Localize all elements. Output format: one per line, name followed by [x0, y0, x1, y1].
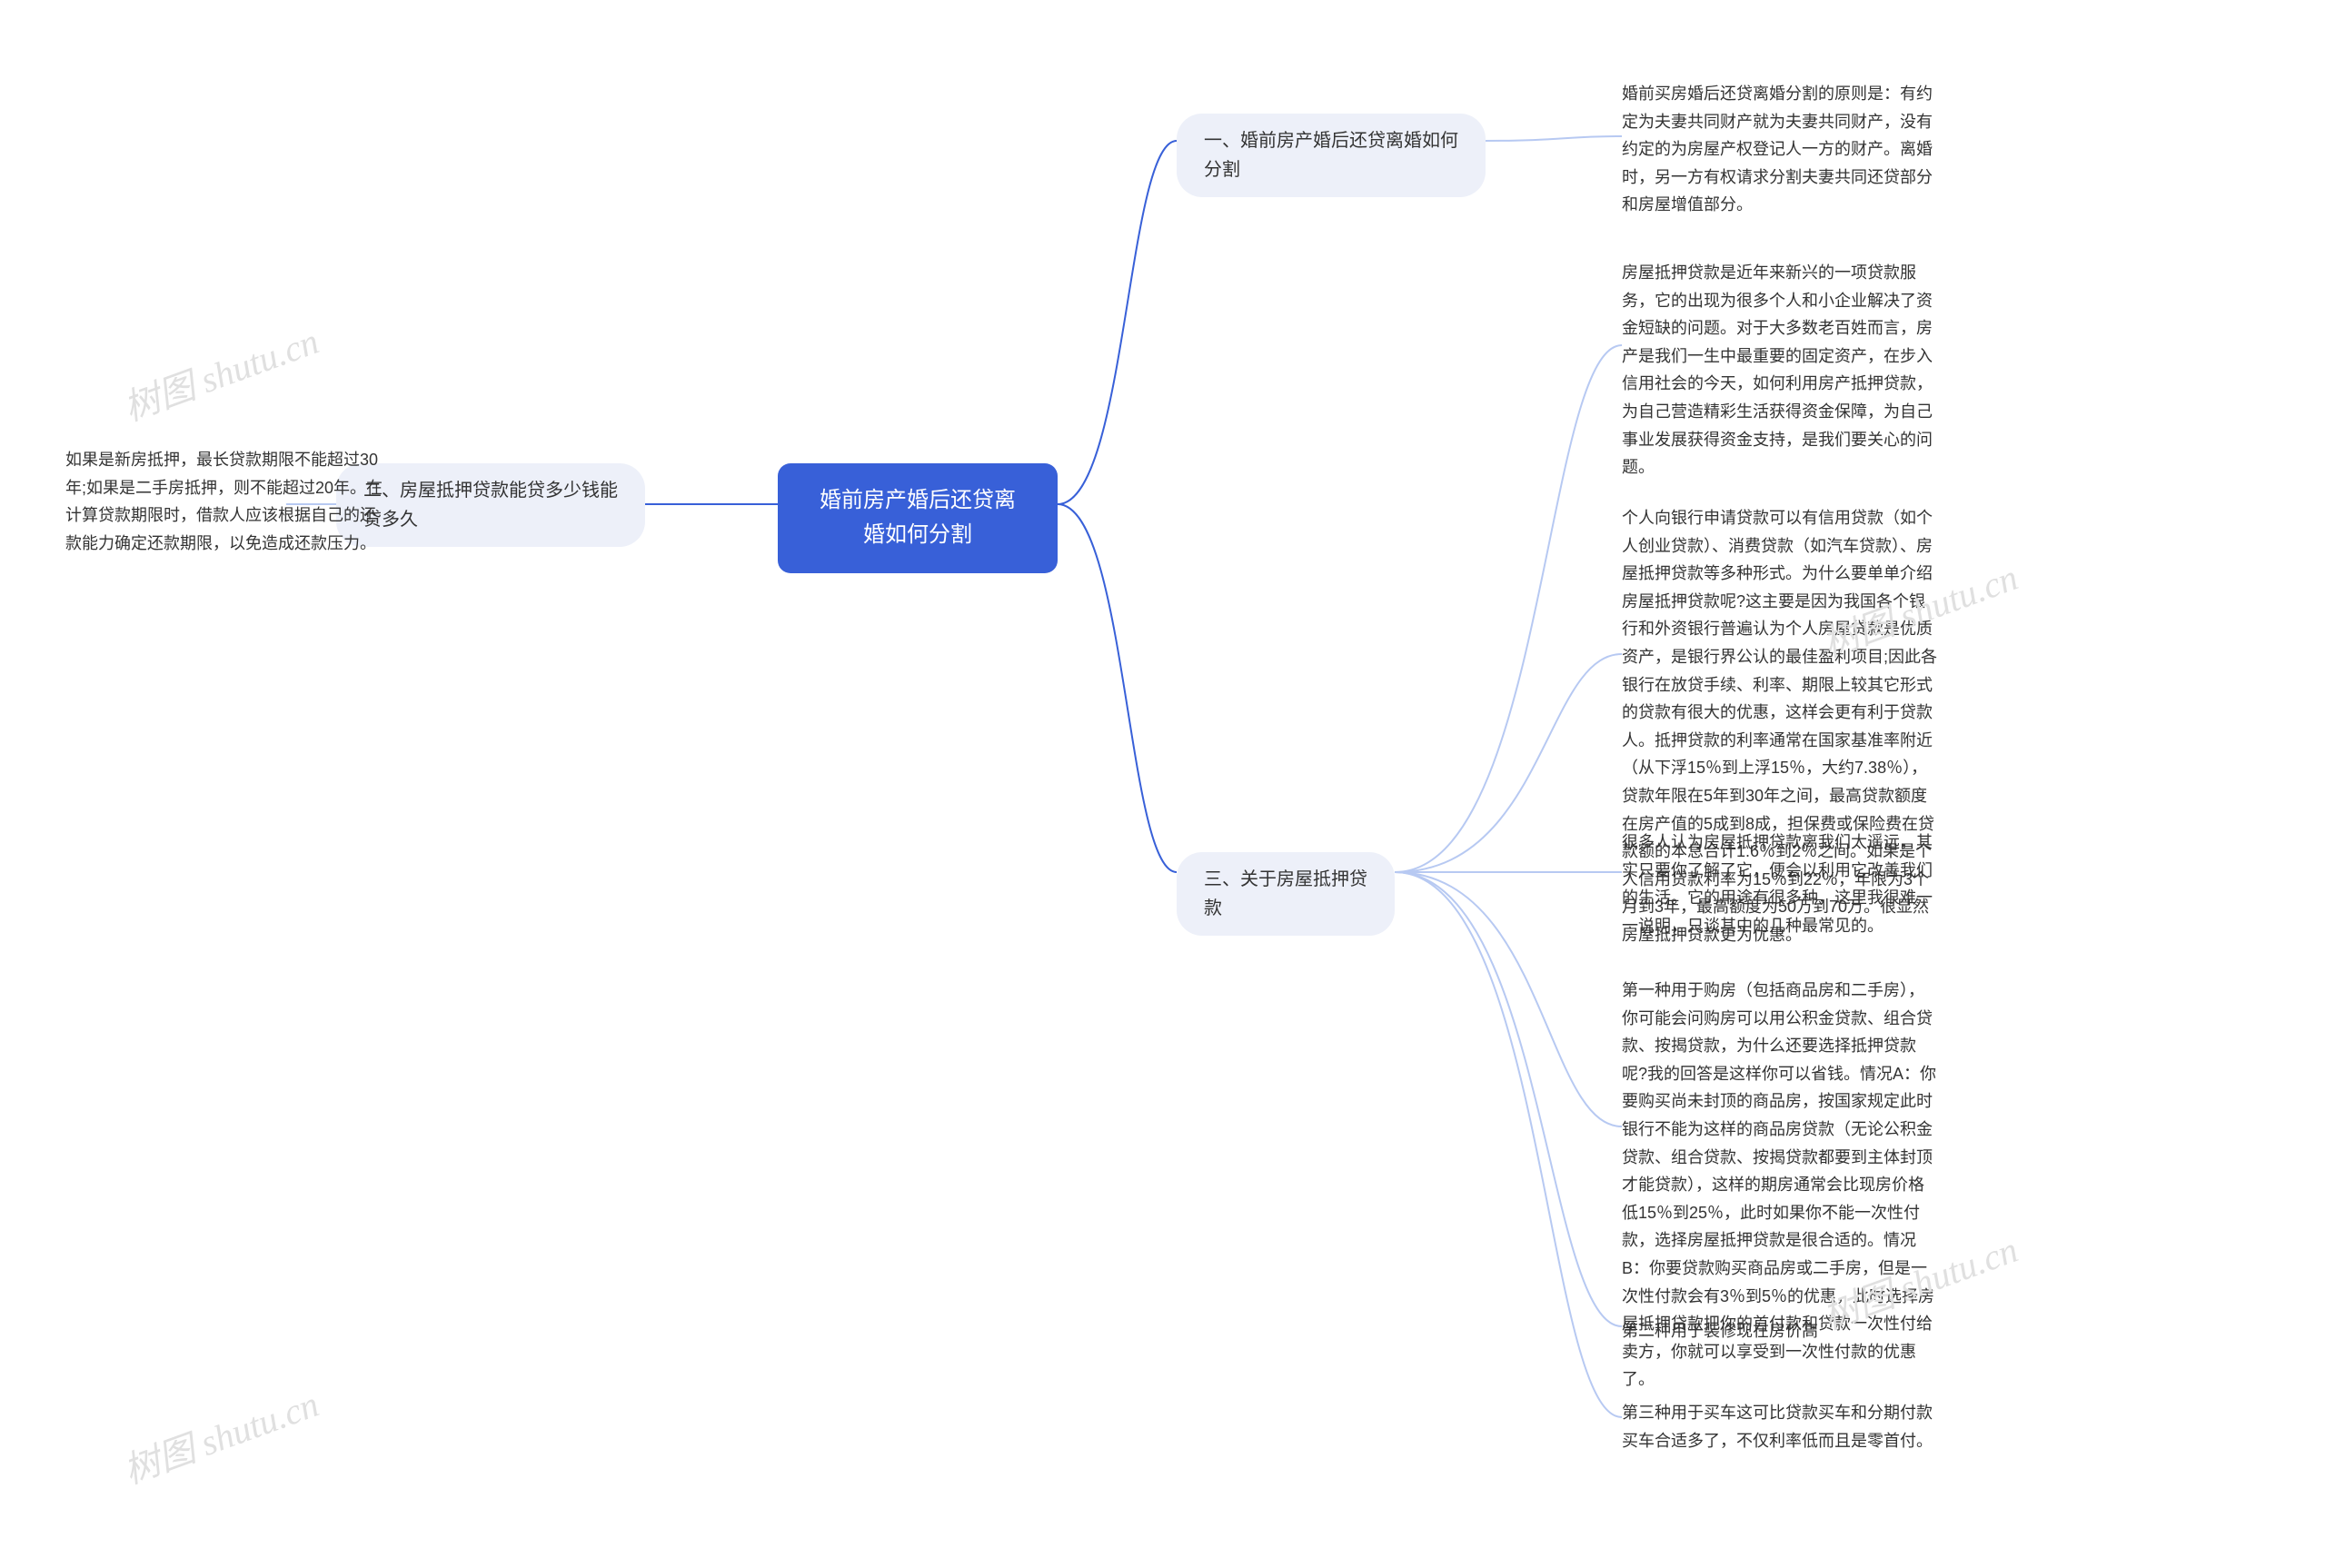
watermark: 树图 shutu.cn: [115, 312, 325, 431]
leaf-node-l3c[interactable]: 很多人认为房屋抵押贷款离我们太遥远，其实只要你了解了它，便会以利用它改善我们的生…: [1622, 829, 1940, 939]
leaf-node-l3e[interactable]: 第二种用于装修现在房价高: [1622, 1317, 1818, 1345]
branch-node-b3[interactable]: 三、关于房屋抵押贷款: [1177, 852, 1395, 936]
leaf-node-l2[interactable]: 如果是新房抵押，最长贷款期限不能超过30年;如果是二手房抵押，则不能超过20年。…: [65, 446, 383, 557]
edge: [1395, 872, 1622, 1126]
edge: [1058, 141, 1177, 504]
edge: [1486, 136, 1622, 141]
branch-node-b1[interactable]: 一、婚前房产婚后还贷离婚如何分割: [1177, 114, 1486, 197]
edge: [1058, 504, 1177, 872]
edge: [1395, 345, 1622, 872]
leaf-node-l1[interactable]: 婚前买房婚后还贷离婚分割的原则是：有约定为夫妻共同财产就为夫妻共同财产，没有约定…: [1622, 80, 1940, 219]
edge: [1395, 654, 1622, 872]
edge: [1395, 872, 1622, 1417]
leaf-node-l3a[interactable]: 房屋抵押贷款是近年来新兴的一项贷款服务，它的出现为很多个人和小企业解决了资金短缺…: [1622, 259, 1940, 481]
leaf-node-l3f[interactable]: 第三种用于买车这可比贷款买车和分期付款买车合适多了，不仅利率低而且是零首付。: [1622, 1399, 1940, 1454]
center-node[interactable]: 婚前房产婚后还贷离婚如何分割: [778, 463, 1058, 573]
mindmap-edges: [0, 0, 2326, 1568]
watermark: 树图 shutu.cn: [115, 1374, 325, 1494]
edge: [1395, 872, 1622, 1326]
